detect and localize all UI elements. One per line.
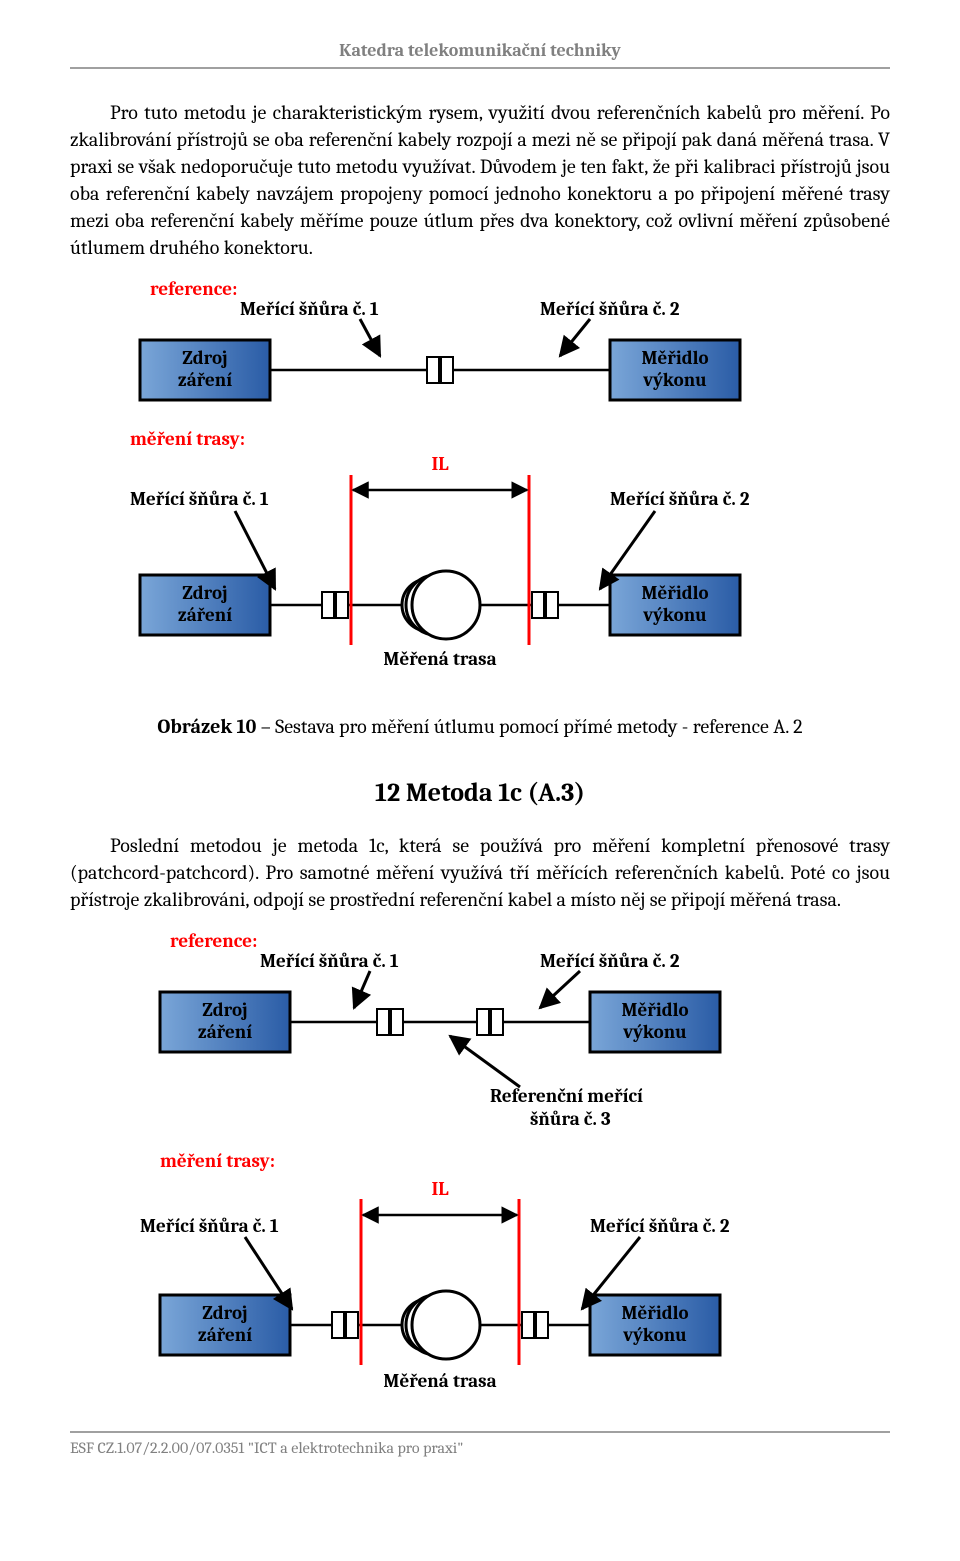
svg-text:Meřící šňůra č. 1: Meřící šňůra č. 1 [130, 488, 269, 510]
svg-text:záření: záření [198, 1021, 252, 1043]
svg-text:výkonu: výkonu [642, 604, 707, 626]
section-heading: 12 Metoda 1c (A.3) [70, 778, 890, 808]
footer-text: ESF CZ.1.07/2.2.00/07.0351 "ICT a elektr… [70, 1439, 890, 1457]
svg-text:Zdroj: Zdroj [202, 999, 247, 1021]
figure-10-caption-rest: – Sestava pro měření útlumu pomocí přímé… [256, 715, 802, 738]
svg-text:Meřící šňůra č. 2: Meřící šňůra č. 2 [610, 488, 750, 510]
figure-method-1c-diagram: reference:Meřící šňůra č. 1Meřící šňůra … [70, 927, 890, 1401]
svg-text:Zdroj: Zdroj [202, 1302, 247, 1324]
paragraph-2: Poslední metodou je metoda 1c, která se … [70, 832, 890, 913]
svg-text:záření: záření [178, 369, 232, 391]
svg-text:reference:: reference: [170, 930, 257, 952]
svg-text:Meřící šňůra č. 2: Meřící šňůra č. 2 [540, 950, 680, 972]
svg-text:Měřidlo: Měřidlo [641, 347, 708, 369]
figure-10-diagram: reference:Meřící šňůra č. 1Meřící šňůra … [70, 275, 890, 699]
svg-text:měření trasy:: měření trasy: [160, 1150, 275, 1172]
svg-text:výkonu: výkonu [622, 1324, 687, 1346]
svg-text:IL: IL [431, 1178, 449, 1200]
page-header-title: Katedra telekomunikační techniky [70, 40, 890, 61]
svg-text:výkonu: výkonu [622, 1021, 687, 1043]
svg-text:výkonu: výkonu [642, 369, 707, 391]
svg-text:Zdroj: Zdroj [182, 347, 227, 369]
svg-text:Měřená trasa: Měřená trasa [383, 1370, 496, 1392]
svg-text:IL: IL [431, 453, 449, 475]
svg-text:Meřící šňůra č. 1: Meřící šňůra č. 1 [140, 1215, 279, 1237]
svg-text:Meřící šňůra č. 2: Meřící šňůra č. 2 [590, 1215, 730, 1237]
svg-text:záření: záření [198, 1324, 252, 1346]
svg-text:Meřící šňůra č. 1: Meřící šňůra č. 1 [240, 298, 379, 320]
svg-text:Měřidlo: Měřidlo [641, 582, 708, 604]
svg-text:měření trasy:: měření trasy: [130, 428, 245, 450]
figure-10-caption-prefix: Obrázek 10 [157, 715, 256, 738]
figure-10-caption: Obrázek 10 – Sestava pro měření útlumu p… [70, 715, 890, 738]
svg-text:Měřidlo: Měřidlo [621, 999, 688, 1021]
svg-text:šňůra č. 3: šňůra č. 3 [530, 1108, 611, 1130]
svg-text:reference:: reference: [150, 278, 237, 300]
svg-text:Zdroj: Zdroj [182, 582, 227, 604]
footer-rule [70, 1431, 890, 1433]
svg-text:Měřidlo: Měřidlo [621, 1302, 688, 1324]
header-rule [70, 67, 890, 69]
paragraph-1: Pro tuto metodu je charakteristickým rys… [70, 99, 890, 261]
svg-text:Meřící šňůra č. 1: Meřící šňůra č. 1 [260, 950, 399, 972]
svg-text:Meřící šňůra č. 2: Meřící šňůra č. 2 [540, 298, 680, 320]
svg-text:záření: záření [178, 604, 232, 626]
svg-text:Referenční meřící: Referenční meřící [490, 1085, 643, 1107]
svg-text:Měřená trasa: Měřená trasa [383, 648, 496, 670]
